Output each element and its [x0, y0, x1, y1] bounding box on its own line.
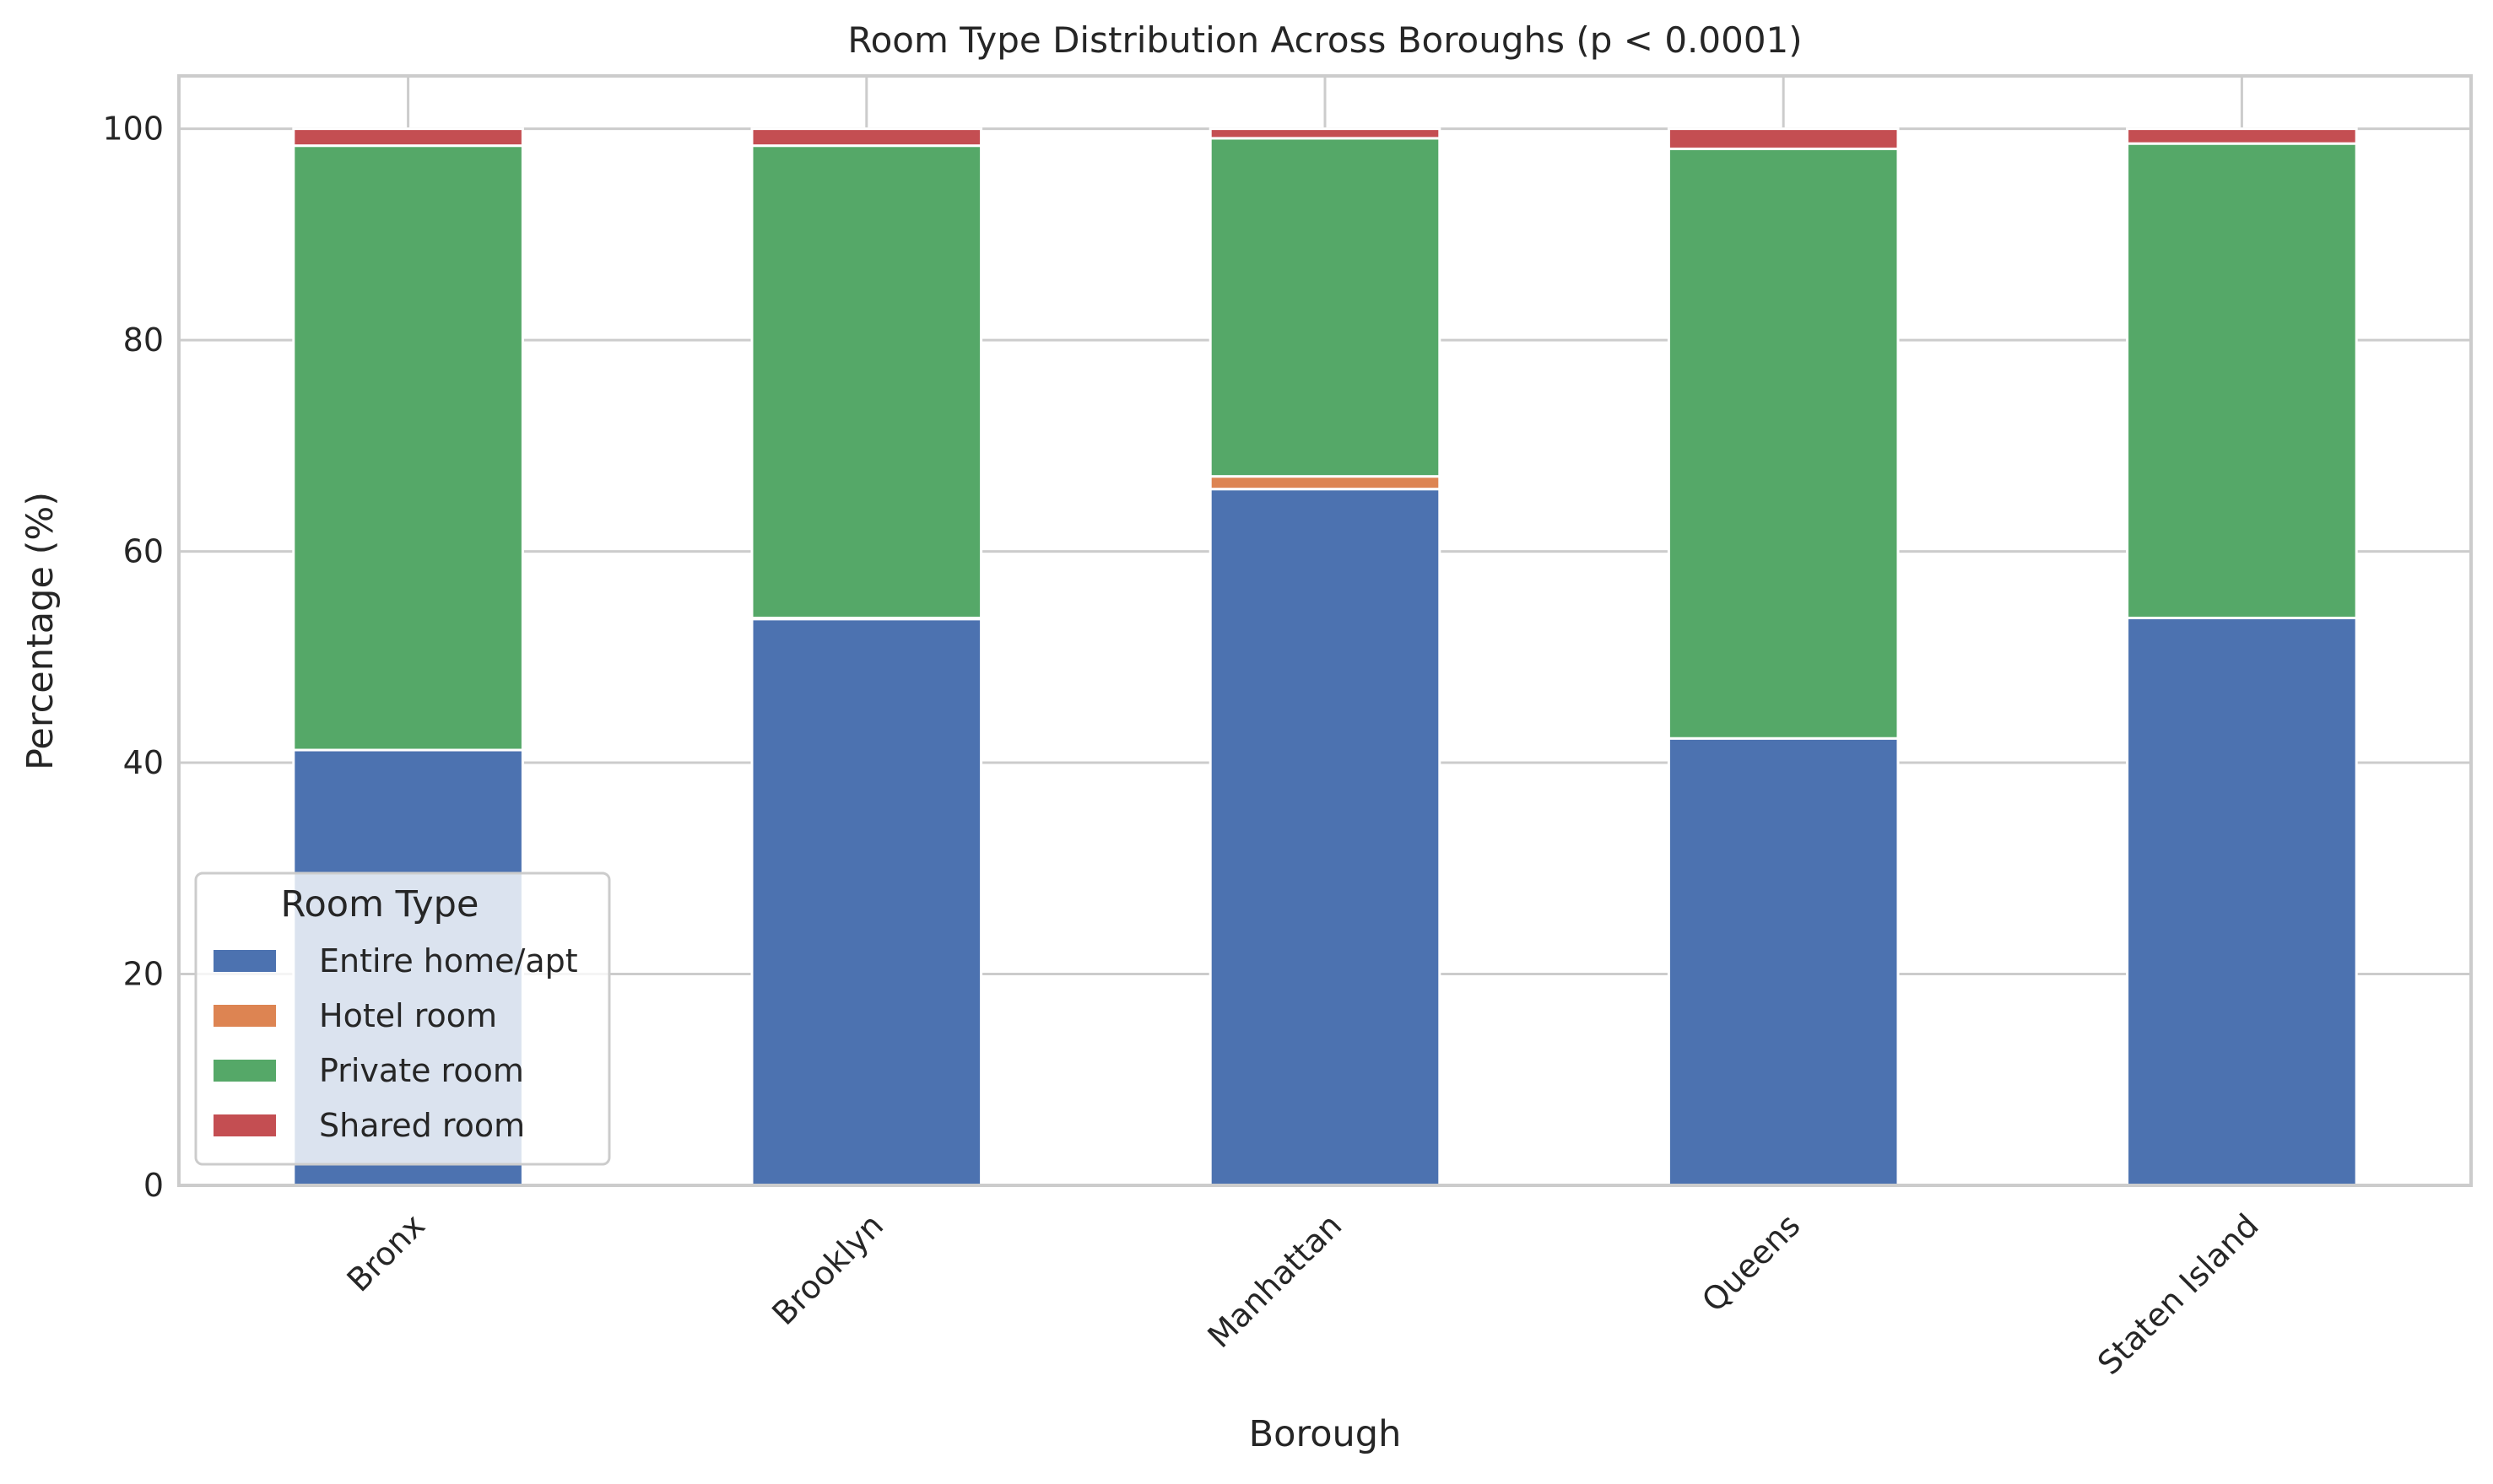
- x-tick-label: Queens: [1695, 1206, 1807, 1319]
- bar-segment: [750, 618, 983, 1187]
- bar-segment: [750, 144, 983, 619]
- y-tick-label: 40: [123, 744, 164, 781]
- y-tick-label: 80: [123, 321, 164, 359]
- x-tick-labels: Bronx Brooklyn Manhattan Queens Staten Islan…: [340, 1206, 2266, 1382]
- y-tick-label: 100: [102, 111, 164, 148]
- chart-title: Room Type Distribution Across Boroughs (…: [847, 19, 1802, 61]
- bar-segment: [2126, 616, 2358, 1187]
- y-tick-label: 20: [123, 956, 164, 993]
- legend-swatch: [214, 1005, 276, 1027]
- legend-box: [194, 872, 611, 1166]
- x-tick-label: Brooklyn: [765, 1206, 890, 1332]
- legend-swatch: [214, 1114, 276, 1136]
- x-tick-label: Staten Island: [2090, 1206, 2266, 1382]
- bar-segment: [1667, 147, 1900, 740]
- bar-segment: [750, 127, 983, 148]
- x-axis-label: Borough: [1249, 1413, 1402, 1455]
- bar-segment: [292, 144, 524, 752]
- plot-frame: [177, 74, 2473, 1187]
- legend-swatch: [214, 1060, 276, 1082]
- y-tick-labels: 0 20 40 60 80 100: [102, 111, 164, 1204]
- bar-segment: [1209, 475, 1441, 491]
- bar-segment: [1667, 127, 1900, 150]
- legend-label: Entire home/apt: [319, 942, 578, 979]
- bar-segment: [1209, 488, 1441, 1187]
- legend-swatch: [214, 950, 276, 972]
- bar-segment: [2126, 142, 2358, 619]
- y-tick-label: 0: [143, 1167, 164, 1204]
- legend-label: Hotel room: [319, 997, 497, 1034]
- y-tick-label: 60: [123, 533, 164, 570]
- x-tick-label: Manhattan: [1201, 1206, 1349, 1355]
- bar-segment: [1209, 137, 1441, 478]
- bar-segment: [292, 127, 524, 148]
- bar-segment: [1209, 127, 1441, 140]
- bar-segment: [2126, 127, 2358, 145]
- bar-segment: [1667, 737, 1900, 1187]
- legend-label: Private room: [319, 1052, 524, 1089]
- legend-title: Room Type: [281, 883, 479, 925]
- legend: Room Type Entire home/apt Hotel room Priva…: [194, 872, 611, 1166]
- legend-label: Shared room: [319, 1107, 525, 1144]
- y-axis-label: Percentage (%): [19, 492, 62, 770]
- x-tick-label: Bronx: [340, 1206, 432, 1298]
